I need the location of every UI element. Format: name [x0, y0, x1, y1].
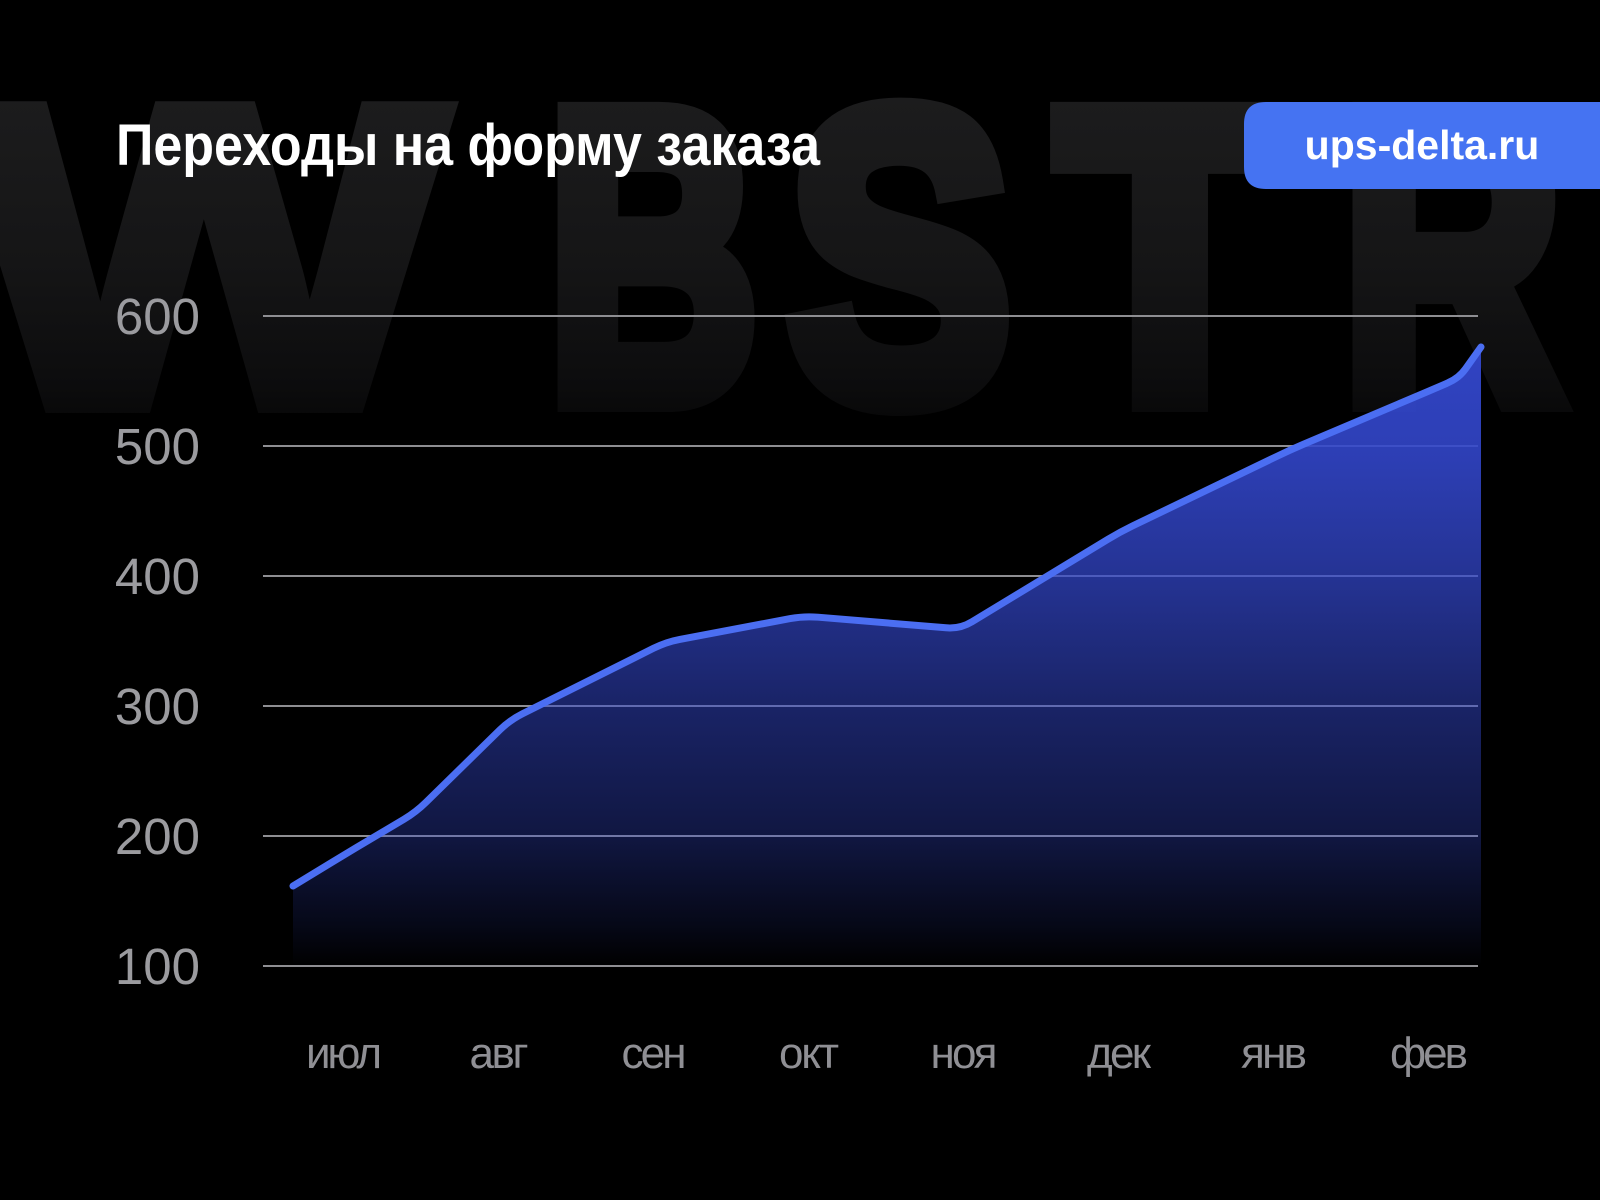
svg-text:июл: июл	[306, 1029, 382, 1078]
svg-text:сен: сен	[622, 1029, 687, 1078]
svg-text:300: 300	[115, 678, 200, 735]
svg-text:600: 600	[115, 288, 200, 345]
svg-text:B: B	[547, 25, 758, 486]
svg-text:дек: дек	[1087, 1029, 1152, 1078]
svg-text:400: 400	[115, 548, 200, 605]
svg-text:фев: фев	[1390, 1029, 1468, 1078]
svg-text:янв: янв	[1241, 1029, 1307, 1078]
svg-text:S: S	[788, 25, 1012, 487]
svg-text:100: 100	[115, 938, 200, 995]
svg-text:авг: авг	[470, 1029, 529, 1078]
svg-text:T: T	[1058, 25, 1283, 486]
svg-text:окт: окт	[779, 1029, 839, 1078]
svg-text:W: W	[0, 17, 450, 495]
svg-text:200: 200	[115, 808, 200, 865]
svg-text:ups-delta.ru: ups-delta.ru	[1305, 122, 1540, 168]
svg-text:500: 500	[115, 418, 200, 475]
svg-text:Переходы на форму заказа: Переходы на форму заказа	[116, 113, 821, 178]
svg-text:ноя: ноя	[931, 1029, 998, 1078]
